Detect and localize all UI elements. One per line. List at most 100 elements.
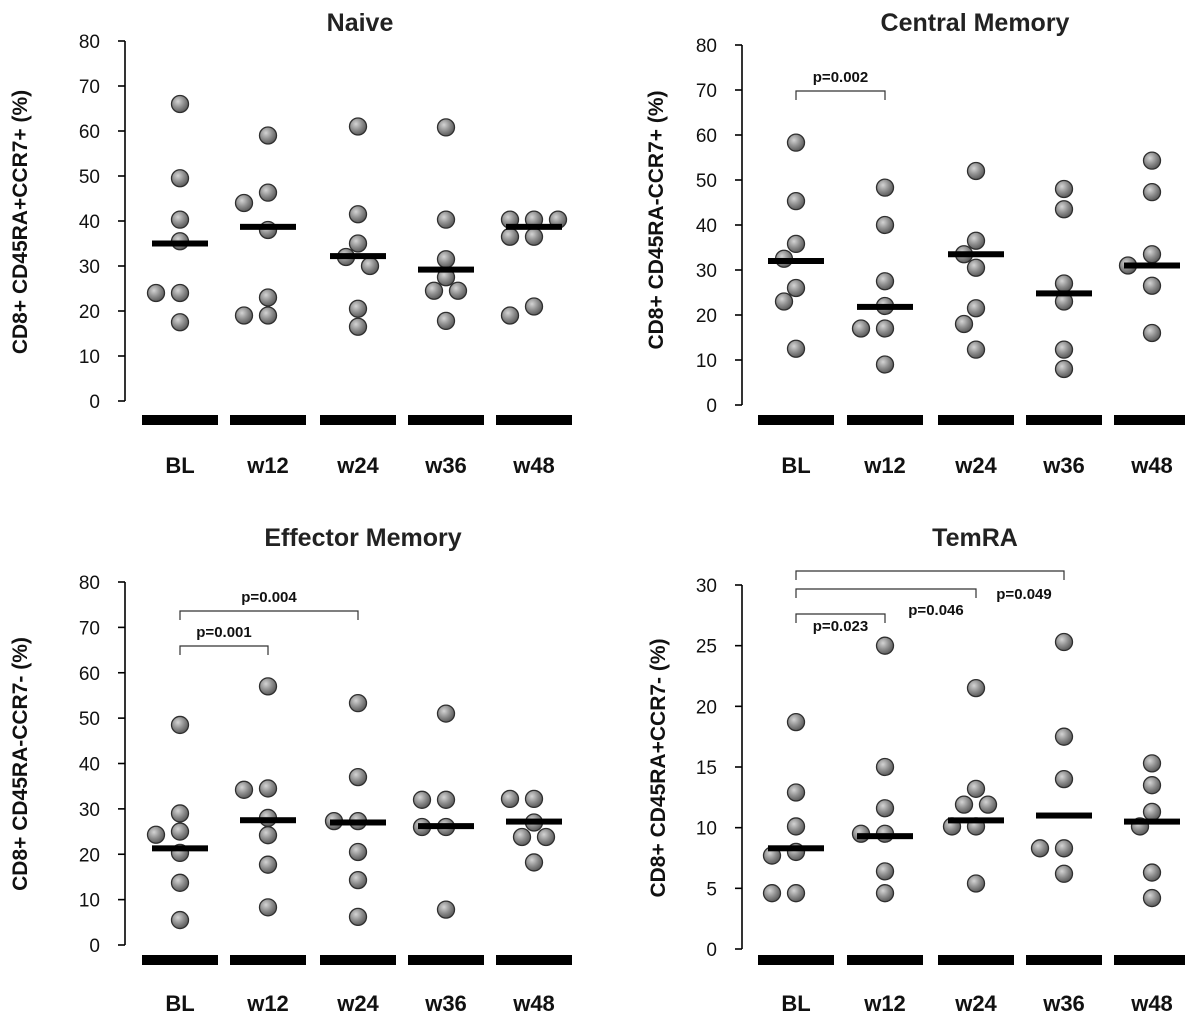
x-tick-label: w36 (1042, 991, 1085, 1016)
median-line (948, 251, 1004, 258)
median-line (857, 303, 913, 310)
data-point (170, 910, 190, 930)
x-tick-label: w12 (246, 453, 289, 478)
median-line (240, 817, 296, 824)
data-point (436, 790, 456, 809)
data-point (436, 704, 456, 723)
panel-1: Naive CD8+ CD45RA+CCR7+ (%) 0 10 20 30 40 50 60 7… (9, 9, 572, 478)
data-point (786, 133, 806, 152)
x-tick-label: BL (165, 453, 194, 478)
data-point (1142, 802, 1162, 822)
data-point (170, 715, 190, 735)
y-tick-label: 30 (696, 261, 717, 282)
data-point (258, 855, 278, 874)
data-point (1142, 863, 1162, 882)
y-tick-label: 50 (79, 709, 100, 730)
y-tick-label: 30 (696, 576, 717, 597)
data-point (786, 339, 806, 358)
median-line (152, 845, 208, 852)
data-point (875, 355, 895, 374)
median-line (768, 258, 824, 264)
y-tick-label: 15 (696, 758, 717, 779)
panel-2: Central Memory CD8+ CD45RA-CCR7+ (%) 0 10 20… (645, 9, 1185, 478)
data-point (966, 231, 986, 250)
y-tick-label: 80 (79, 573, 100, 594)
p-value-label: p=0.004 (241, 589, 297, 606)
y-tick-label: 20 (79, 302, 100, 323)
category-bar (758, 955, 834, 965)
data-point (1142, 323, 1162, 343)
x-tick-label: w24 (954, 991, 997, 1016)
category-bar (496, 955, 572, 965)
p-value-label: p=0.046 (908, 602, 963, 619)
data-point (234, 780, 254, 799)
category-bar (142, 415, 218, 425)
significance-bracket (795, 588, 977, 598)
data-point (448, 281, 468, 300)
data-point (258, 288, 278, 307)
data-point (348, 907, 368, 927)
data-point (348, 870, 368, 890)
data-point (536, 827, 556, 847)
data-point (258, 898, 278, 917)
category-bar (847, 415, 923, 425)
data-point (966, 779, 986, 798)
data-point (1142, 754, 1162, 773)
data-point (1054, 769, 1074, 789)
significance-bracket (795, 613, 886, 623)
data-point (1030, 839, 1050, 858)
y-tick-label: 40 (696, 216, 717, 237)
p-value-label: p=0.023 (813, 618, 868, 635)
median-line (1036, 290, 1092, 297)
x-tick-label: w24 (336, 453, 379, 478)
data-point (1142, 182, 1162, 202)
data-point (875, 178, 895, 197)
y-tick-label: 60 (696, 126, 717, 147)
data-point (786, 817, 806, 836)
data-point (436, 250, 456, 269)
data-point (954, 314, 974, 334)
y-tick-label: 0 (89, 392, 100, 413)
data-point (1054, 179, 1074, 199)
y-tick-label: 25 (696, 637, 717, 658)
data-point (786, 712, 806, 732)
data-point (966, 678, 986, 698)
median-line (240, 223, 296, 230)
data-point (170, 94, 190, 114)
data-point (1054, 274, 1074, 293)
y-tick-label: 50 (79, 167, 100, 188)
data-point (875, 757, 895, 777)
data-point (774, 292, 794, 311)
data-point (424, 281, 444, 300)
data-point (234, 306, 254, 325)
x-tick-label: w24 (336, 991, 379, 1016)
data-point (786, 191, 806, 211)
data-point (1142, 151, 1162, 170)
category-bar (408, 415, 484, 425)
data-point (436, 900, 456, 919)
data-point (1054, 340, 1074, 359)
median-line (330, 253, 386, 260)
data-point (786, 884, 806, 903)
data-point (512, 827, 532, 847)
data-point (1054, 359, 1074, 379)
x-tick-label: w48 (512, 991, 555, 1016)
panel-title: Naive (327, 9, 394, 37)
data-point (258, 826, 278, 845)
category-bar (1114, 955, 1185, 965)
y-tick-label: 0 (706, 940, 717, 961)
y-tick-label: 80 (696, 36, 717, 57)
data-point (851, 319, 871, 338)
x-tick-label: w48 (512, 453, 555, 478)
y-tick-label: 0 (89, 936, 100, 957)
x-tick-label: w36 (424, 991, 467, 1016)
y-axis-label: CD8+ CD45RA+CCR7+ (%) (9, 90, 32, 354)
x-tick-label: w12 (246, 991, 289, 1016)
panel-title: TemRA (932, 524, 1018, 552)
data-point (875, 272, 895, 291)
x-tick-label: BL (781, 991, 810, 1016)
data-point (436, 118, 456, 137)
y-tick-label: 70 (79, 618, 100, 639)
x-tick-label: w24 (954, 453, 997, 478)
